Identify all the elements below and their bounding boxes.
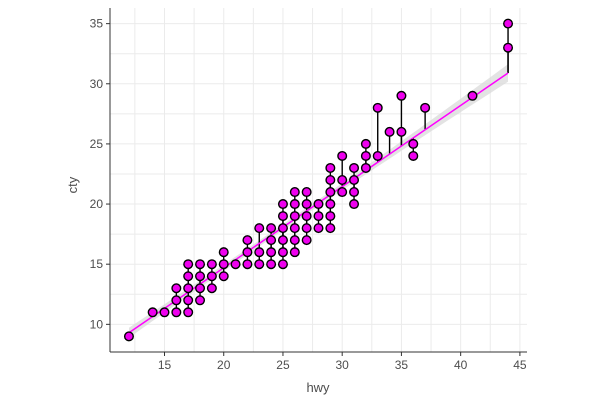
data-point [279,248,288,257]
data-point [172,308,181,317]
data-point [302,188,311,197]
y-axis-title: cty [65,176,80,193]
data-point [255,248,264,257]
data-point [421,104,430,113]
data-point [291,212,300,221]
data-point [314,200,323,209]
data-point [326,176,335,185]
data-point [184,260,193,269]
data-point [148,308,157,317]
data-point [362,152,371,161]
data-point [172,296,181,305]
data-point [219,260,228,269]
x-tick-label: 35 [395,358,409,372]
data-point [338,152,347,161]
data-point [302,224,311,233]
data-point [208,260,217,269]
data-point [314,212,323,221]
y-tick-label: 25 [90,137,104,151]
data-point [196,296,205,305]
data-point [350,200,359,209]
data-point [350,164,359,173]
data-point [279,236,288,245]
data-point [255,224,264,233]
data-point [184,272,193,281]
data-point [350,188,359,197]
data-point [184,284,193,293]
data-point [504,19,513,28]
data-point [267,224,276,233]
data-point [291,248,300,257]
data-point [291,200,300,209]
data-point [184,308,193,317]
data-point [172,284,181,293]
x-tick-label: 45 [513,358,527,372]
data-point [267,248,276,257]
data-point [302,212,311,221]
data-point [326,200,335,209]
x-axis-title: hwy [306,380,330,395]
data-point [314,224,323,233]
x-tick-label: 40 [454,358,468,372]
data-point [326,224,335,233]
data-point [326,188,335,197]
data-point [267,236,276,245]
data-point [326,164,335,173]
y-tick-label: 20 [90,197,104,211]
data-point [279,224,288,233]
data-point [302,200,311,209]
data-point [279,212,288,221]
data-point [279,260,288,269]
data-point [160,308,169,317]
data-point [397,128,406,137]
data-point [196,260,205,269]
y-tick-label: 15 [90,257,104,271]
data-point [208,284,217,293]
data-point [243,248,252,257]
data-point [291,224,300,233]
data-point [219,272,228,281]
data-point [255,260,264,269]
data-point [267,260,276,269]
x-tick-label: 25 [276,358,290,372]
data-point [243,236,252,245]
data-point [196,284,205,293]
data-point [338,176,347,185]
y-tick-label: 30 [90,77,104,91]
data-point [243,260,252,269]
data-point [373,104,382,113]
data-point [184,296,193,305]
data-point [504,43,513,52]
data-point [350,176,359,185]
data-point [208,272,217,281]
data-point [196,272,205,281]
data-point [362,164,371,173]
data-point [362,140,371,149]
y-tick-label: 35 [90,17,104,31]
data-point [302,236,311,245]
data-point [409,140,418,149]
data-point [373,152,382,161]
data-point [326,212,335,221]
data-point [219,248,228,257]
data-point [468,92,477,101]
data-point [385,128,394,137]
data-point [409,152,418,161]
data-point [338,188,347,197]
x-tick-label: 15 [158,358,172,372]
data-point [291,188,300,197]
data-point [279,200,288,209]
data-point [125,332,134,341]
x-tick-label: 20 [217,358,231,372]
data-point [291,236,300,245]
data-point [231,260,240,269]
x-tick-label: 30 [336,358,350,372]
data-point [397,92,406,101]
y-tick-label: 10 [90,317,104,331]
